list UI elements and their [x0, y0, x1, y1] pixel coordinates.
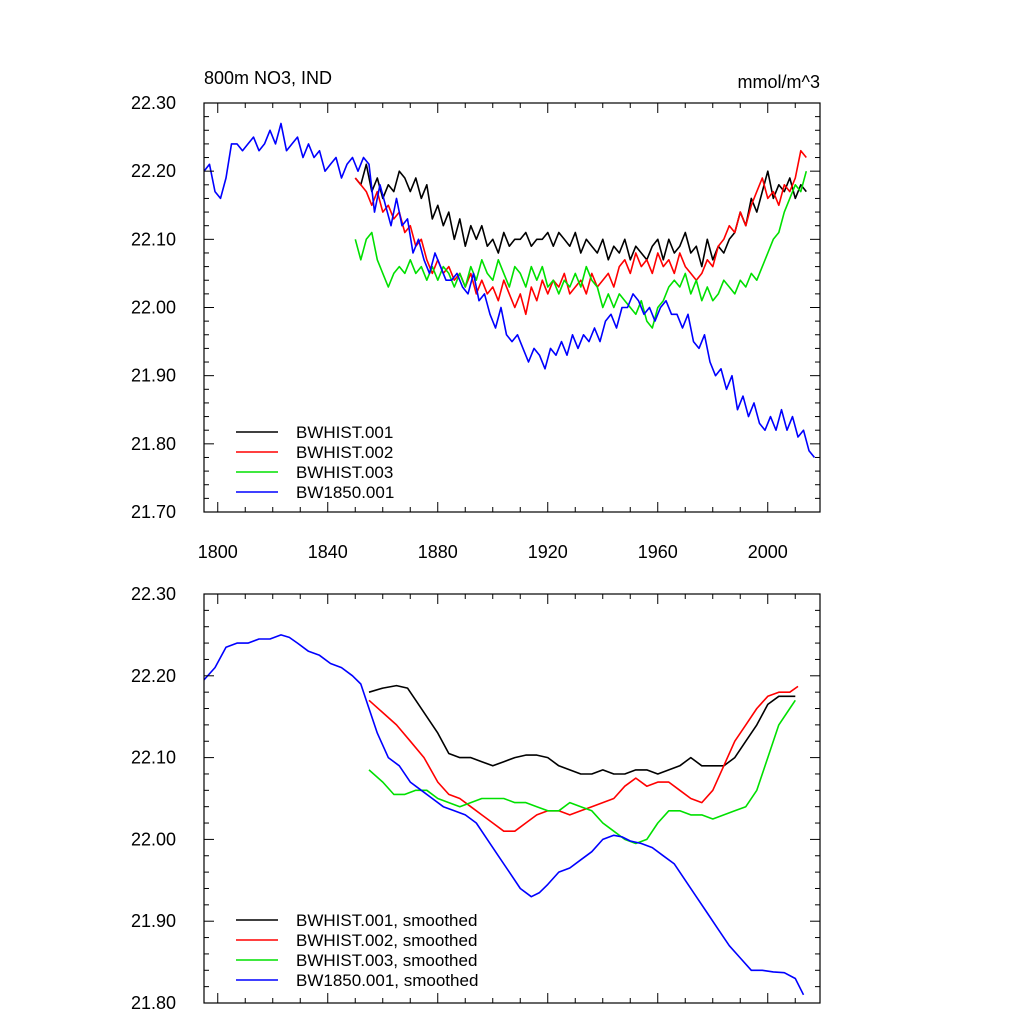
top-x-tick-label-1960: 1960 [638, 542, 678, 562]
bottom-panel: 21.80 21.90 22.00 22.10 22.20 22.30 BWHIST.00… [131, 584, 821, 1013]
top-x-tick-label-1920: 1920 [528, 542, 568, 562]
top-panel: 800m NO3, IND mmol/m^3 1800 1840 1880 1920 1… [131, 68, 821, 562]
top-legend-label-2: BWHIST.002 [296, 443, 393, 462]
top-series-line-4 [203, 122, 816, 459]
bottom-plot-frame [203, 593, 821, 1004]
top-y-tick-label-4: 22.10 [131, 229, 176, 249]
top-y-tick-label-0: 21.70 [131, 502, 176, 522]
top-x-tick-label-1840: 1840 [308, 542, 348, 562]
bottom-series-line-4 [203, 634, 805, 996]
bottom-y-tick-label-3: 22.10 [131, 748, 176, 768]
bottom-y-tick-label-2: 22.00 [131, 829, 176, 849]
bottom-legend-label-3: BWHIST.003, smoothed [296, 951, 477, 970]
top-panel-series [203, 122, 816, 459]
top-x-tick-label-2000: 2000 [748, 542, 788, 562]
bottom-y-tick-label-0: 21.80 [131, 993, 176, 1013]
top-y-tick-label-6: 22.30 [131, 93, 176, 113]
top-x-tick-label-1880: 1880 [418, 542, 458, 562]
bottom-y-tick-label-4: 22.20 [131, 666, 176, 686]
bottom-panel-axes: 21.80 21.90 22.00 22.10 22.20 22.30 [131, 584, 821, 1013]
bottom-panel-series [203, 634, 805, 996]
bottom-series-line-1 [368, 684, 796, 775]
top-legend-label-3: BWHIST.003 [296, 463, 393, 482]
bottom-y-tick-label-5: 22.30 [131, 584, 176, 604]
top-y-tick-label-5: 22.20 [131, 161, 176, 181]
top-panel-axes: 1800 1840 1880 1920 1960 2000 21.70 21.80 21.90 2… [131, 93, 821, 562]
bottom-legend-label-2: BWHIST.002, smoothed [296, 931, 477, 950]
top-legend-label-4: BW1850.001 [296, 483, 394, 502]
top-series-line-1 [354, 163, 807, 268]
bottom-legend-label-4: BW1850.001, smoothed [296, 971, 478, 990]
top-legend-label-1: BWHIST.001 [296, 423, 393, 442]
top-y-tick-label-2: 21.90 [131, 366, 176, 386]
top-y-tick-label-1: 21.80 [131, 434, 176, 454]
top-y-tick-label-3: 22.00 [131, 298, 176, 318]
top-x-tick-label-1800: 1800 [198, 542, 238, 562]
bottom-y-tick-label-1: 21.90 [131, 911, 176, 931]
bottom-legend-label-1: BWHIST.001, smoothed [296, 911, 477, 930]
top-panel-title: 800m NO3, IND [204, 68, 332, 88]
top-panel-units: mmol/m^3 [738, 72, 820, 92]
bottom-series-line-3 [368, 699, 796, 845]
bottom-series-line-2 [368, 685, 799, 833]
